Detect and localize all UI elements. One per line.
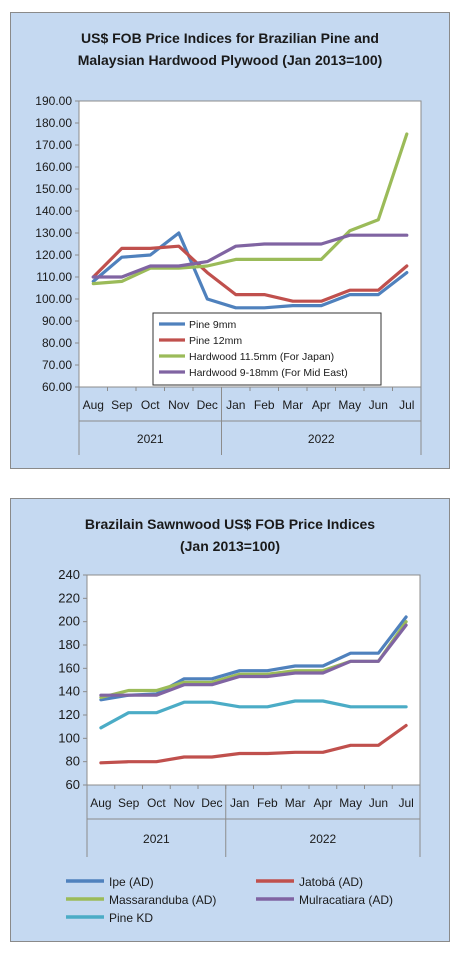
y-tick-label: 220 <box>58 590 80 605</box>
y-tick-label: 180 <box>58 637 80 652</box>
plywood-price-chart-panel: US$ FOB Price Indices for Brazilian Pine… <box>10 12 450 469</box>
series-line <box>99 699 408 730</box>
y-tick-label: 90.00 <box>42 314 72 328</box>
y-tick-label: 150.00 <box>35 182 72 196</box>
chart-title-line2: Malaysian Hardwood Plywood (Jan 2013=100… <box>77 52 383 68</box>
legend-label: Mulracatiara (AD) <box>299 893 393 907</box>
x-tick-label: Jan <box>226 398 245 412</box>
y-tick-label: 200 <box>58 614 80 629</box>
plywood-line-chart: 60.00 70.00 80.00 90.00 100.00 110.00 120.00 13… <box>35 94 422 455</box>
year-label: 2021 <box>137 432 164 446</box>
y-tick-label: 110.00 <box>36 270 72 284</box>
y-tick-label: 140 <box>58 684 80 699</box>
y-tick-label: 100 <box>58 730 80 745</box>
chart-title-line1: Brazilain Sawnwood US$ FOB Price Indices <box>84 516 376 532</box>
year-label: 2022 <box>308 432 335 446</box>
y-tick-label: 120.00 <box>35 248 72 262</box>
year-label: 2021 <box>143 832 170 846</box>
x-tick-label: Apr <box>314 796 333 810</box>
series-line <box>91 244 409 303</box>
y-tick-label: 130.00 <box>35 226 72 240</box>
x-tick-label: Oct <box>147 796 166 810</box>
x-tick-label: Nov <box>168 398 189 412</box>
y-tick-label: 170.00 <box>35 138 72 152</box>
y-tick-label: 140.00 <box>35 204 72 218</box>
x-tick-label: Oct <box>141 398 160 412</box>
x-tick-label: Jul <box>399 398 414 412</box>
plot-area <box>86 574 421 786</box>
y-tick-label: 100.00 <box>35 292 72 306</box>
y-tick-label: 80 <box>66 754 80 769</box>
x-tick-label: Jul <box>398 796 413 810</box>
x-tick-label: Aug <box>90 796 111 810</box>
x-tick-label: May <box>339 796 362 810</box>
legend-label: Pine KD <box>109 911 153 925</box>
series-line <box>91 233 409 279</box>
y-tick-label: 80.00 <box>42 336 72 350</box>
sawnwood-price-chart-panel: Brazilain Sawnwood US$ FOB Price Indices… <box>10 498 450 942</box>
year-label: 2022 <box>310 832 337 846</box>
series-line <box>99 723 408 765</box>
x-tick-label: Jun <box>369 796 388 810</box>
y-tick-label: 160.00 <box>35 160 72 174</box>
y-tick-label: 160 <box>58 660 80 675</box>
legend-label: Pine 9mm <box>189 319 237 331</box>
legend-label: Hardwood 9-18mm (For Mid East) <box>189 367 348 379</box>
legend-label: Ipe (AD) <box>109 875 154 889</box>
legend-label: Jatobá (AD) <box>299 875 363 889</box>
y-tick-label: 60 <box>66 777 80 792</box>
y-tick-label: 240 <box>58 567 80 582</box>
x-tick-label: Jun <box>369 398 388 412</box>
chart-title-line2: (Jan 2013=100) <box>179 538 281 554</box>
legend-label: Hardwood 11.5mm (For Japan) <box>189 351 334 363</box>
x-tick-label: Dec <box>197 398 218 412</box>
series-line <box>91 132 409 286</box>
x-tick-label: Dec <box>201 796 222 810</box>
x-tick-label: Sep <box>118 796 140 810</box>
x-tick-label: Mar <box>285 796 306 810</box>
y-tick-label: 180.00 <box>35 116 72 130</box>
series-line <box>99 623 408 697</box>
legend-box <box>152 312 382 386</box>
legend-label: Pine 12mm <box>189 335 242 347</box>
x-tick-label: Sep <box>111 398 133 412</box>
x-tick-label: Feb <box>254 398 275 412</box>
x-tick-label: Jan <box>230 796 249 810</box>
sawnwood-line-chart: 60 80 100 120 140 160 180 200 220 240 2021 2022 Aug S… <box>58 567 421 925</box>
y-tick-label: 70.00 <box>42 358 72 372</box>
y-tick-label: 120 <box>58 707 80 722</box>
chart-title-line1: US$ FOB Price Indices for Brazilian Pine… <box>81 30 379 46</box>
x-tick-label: Apr <box>312 398 331 412</box>
series-line <box>91 231 409 310</box>
x-tick-label: Feb <box>257 796 278 810</box>
x-tick-label: Mar <box>282 398 303 412</box>
x-tick-label: Nov <box>173 796 194 810</box>
x-tick-label: May <box>338 398 361 412</box>
y-tick-label: 190.00 <box>35 94 72 108</box>
x-tick-label: Aug <box>83 398 104 412</box>
legend-label: Massaranduba (AD) <box>109 893 216 907</box>
y-tick-label: 60.00 <box>42 380 72 394</box>
